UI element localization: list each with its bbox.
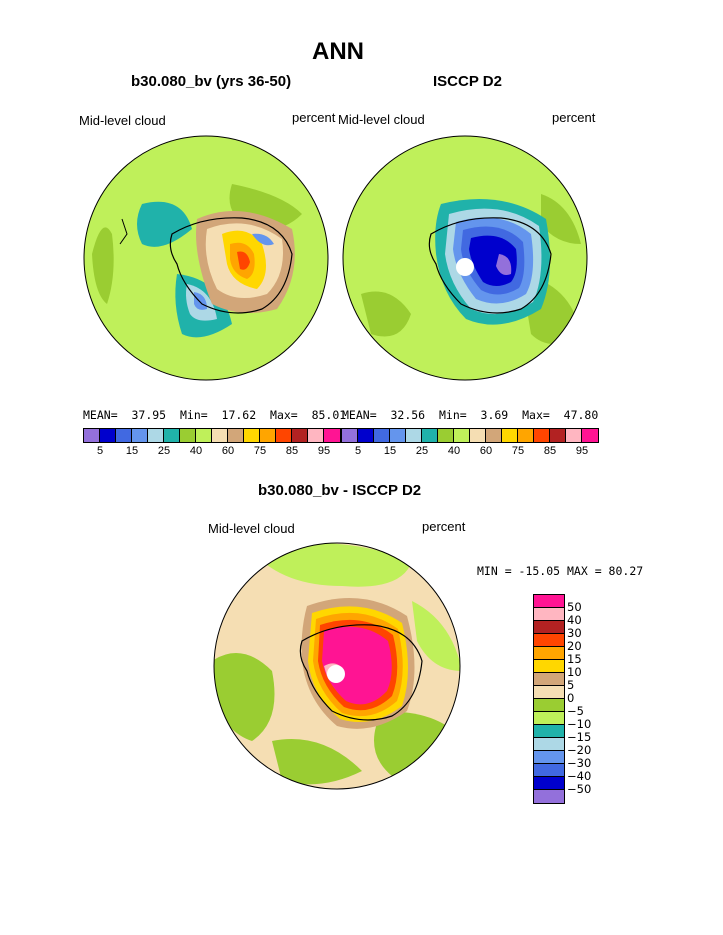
colorbar-level-label: 20 [567,639,582,653]
right-variable-label: Mid-level cloud [338,112,425,127]
colorbar-level-label: −30 [567,756,592,770]
colorbar-swatch [212,429,228,442]
colorbar-swatch [406,429,422,442]
colorbar-tick-label: 95 [575,445,589,457]
colorbar-level-label: 15 [567,652,582,666]
colorbar-tick-label: 60 [221,445,235,457]
colorbar-swatch [196,429,212,442]
colorbar-swatch [550,429,566,442]
colorbar-level-label: −10 [567,717,592,731]
left-stats: MEAN= 37.95 Min= 17.62 Max= 85.01 [83,408,347,422]
colorbar-tick-label: 75 [511,445,525,457]
right-polar-map [342,135,588,381]
diff-polar-map [213,542,461,790]
diff-colorbar [533,594,565,804]
colorbar-tick-label: 85 [285,445,299,457]
colorbar-swatch [534,634,564,647]
colorbar-swatch [100,429,116,442]
colorbar-tick-label: 75 [253,445,267,457]
colorbar-level-label: 5 [567,678,575,692]
colorbar-level-label: 50 [567,600,582,614]
left-units-label: percent [292,110,336,125]
colorbar-swatch [534,777,564,790]
diff-subtitle: b30.080_bv - ISCCP D2 [258,482,422,499]
colorbar-swatch [164,429,180,442]
colorbar-swatch [308,429,324,442]
colorbar-swatch [324,429,340,442]
colorbar-swatch [582,429,598,442]
colorbar-swatch [180,429,196,442]
colorbar-swatch [486,429,502,442]
colorbar-swatch [534,686,564,699]
colorbar-swatch [470,429,486,442]
colorbar-swatch [534,621,564,634]
colorbar-swatch [534,673,564,686]
colorbar-tick-label: 25 [157,445,171,457]
colorbar-swatch [84,429,100,442]
right-stats: MEAN= 32.56 Min= 3.69 Max= 47.80 [342,408,599,422]
colorbar-swatch [534,595,564,608]
colorbar-swatch [422,429,438,442]
colorbar-swatch [534,660,564,673]
colorbar-level-label: −15 [567,730,592,744]
colorbar-tick-label: 15 [125,445,139,457]
colorbar-swatch [534,608,564,621]
left-polar-map [83,135,329,381]
right-units-label: percent [552,110,596,125]
colorbar-swatch [260,429,276,442]
colorbar-swatch [534,738,564,751]
colorbar-swatch [358,429,374,442]
colorbar-swatch [292,429,308,442]
colorbar-tick-label: 85 [543,445,557,457]
diff-units-label: percent [422,519,466,534]
colorbar-swatch [566,429,582,442]
colorbar-swatch [244,429,260,442]
colorbar-swatch [276,429,292,442]
right-subtitle: ISCCP D2 [433,73,502,90]
colorbar-tick-label: 95 [317,445,331,457]
colorbar-swatch [534,790,564,803]
left-variable-label: Mid-level cloud [79,113,166,128]
colorbar-swatch [454,429,470,442]
colorbar-level-label: −40 [567,769,592,783]
colorbar-swatch [374,429,390,442]
colorbar-swatch [148,429,164,442]
colorbar-tick-label: 5 [96,445,104,457]
colorbar-swatch [116,429,132,442]
colorbar-tick-label: 60 [479,445,493,457]
right-colorbar [341,428,599,443]
colorbar-swatch [342,429,358,442]
colorbar-swatch [534,429,550,442]
colorbar-swatch [534,699,564,712]
colorbar-swatch [534,647,564,660]
colorbar-level-label: −5 [567,704,584,718]
left-subtitle: b30.080_bv (yrs 36-50) [131,73,292,90]
colorbar-swatch [518,429,534,442]
colorbar-swatch [438,429,454,442]
colorbar-tick-label: 25 [415,445,429,457]
page-title: ANN [312,38,364,65]
colorbar-tick-label: 15 [383,445,397,457]
colorbar-level-label: 0 [567,691,575,705]
colorbar-level-label: 40 [567,613,582,627]
colorbar-tick-label: 40 [447,445,461,457]
colorbar-swatch [228,429,244,442]
colorbar-tick-label: 40 [189,445,203,457]
colorbar-swatch [534,751,564,764]
colorbar-swatch [534,764,564,777]
diff-variable-label: Mid-level cloud [208,521,295,536]
left-colorbar [83,428,341,443]
colorbar-level-label: 30 [567,626,582,640]
colorbar-swatch [534,725,564,738]
colorbar-level-label: 10 [567,665,582,679]
diff-minmax: MIN = -15.05 MAX = 80.27 [477,564,644,578]
colorbar-tick-label: 5 [354,445,362,457]
colorbar-level-label: −50 [567,782,592,796]
colorbar-swatch [534,712,564,725]
colorbar-swatch [132,429,148,442]
colorbar-swatch [390,429,406,442]
colorbar-level-label: −20 [567,743,592,757]
colorbar-swatch [502,429,518,442]
